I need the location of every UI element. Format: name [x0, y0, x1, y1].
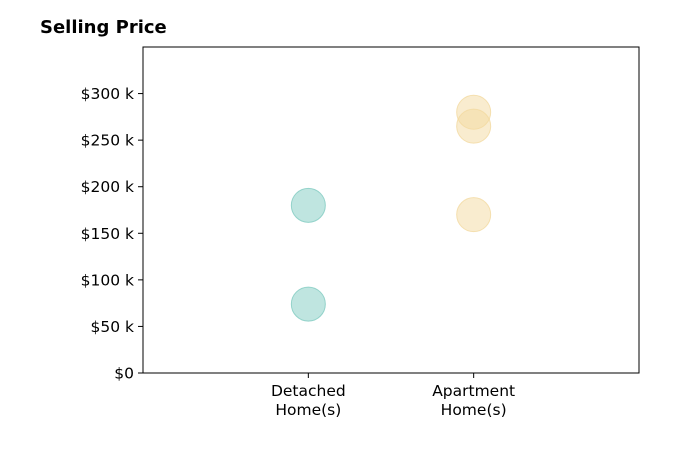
- y-tick-label: $0: [114, 365, 134, 383]
- y-tick-label: $50 k: [91, 318, 135, 336]
- point: [290, 286, 326, 322]
- y-tick-label: $100 k: [81, 271, 134, 289]
- plot-frame: [142, 46, 640, 374]
- x-tick-label: Detached Home(s): [270, 382, 346, 419]
- point: [290, 187, 326, 223]
- chart-title: Selling Price: [40, 17, 167, 38]
- x-tick-label: Apartment Home(s): [432, 382, 516, 419]
- point: [456, 197, 492, 233]
- point: [456, 108, 492, 144]
- y-tick-label: $300 k: [81, 85, 134, 103]
- y-tick-label: $250 k: [81, 132, 134, 150]
- y-tick-label: $150 k: [81, 225, 134, 243]
- y-tick-label: $200 k: [81, 178, 134, 196]
